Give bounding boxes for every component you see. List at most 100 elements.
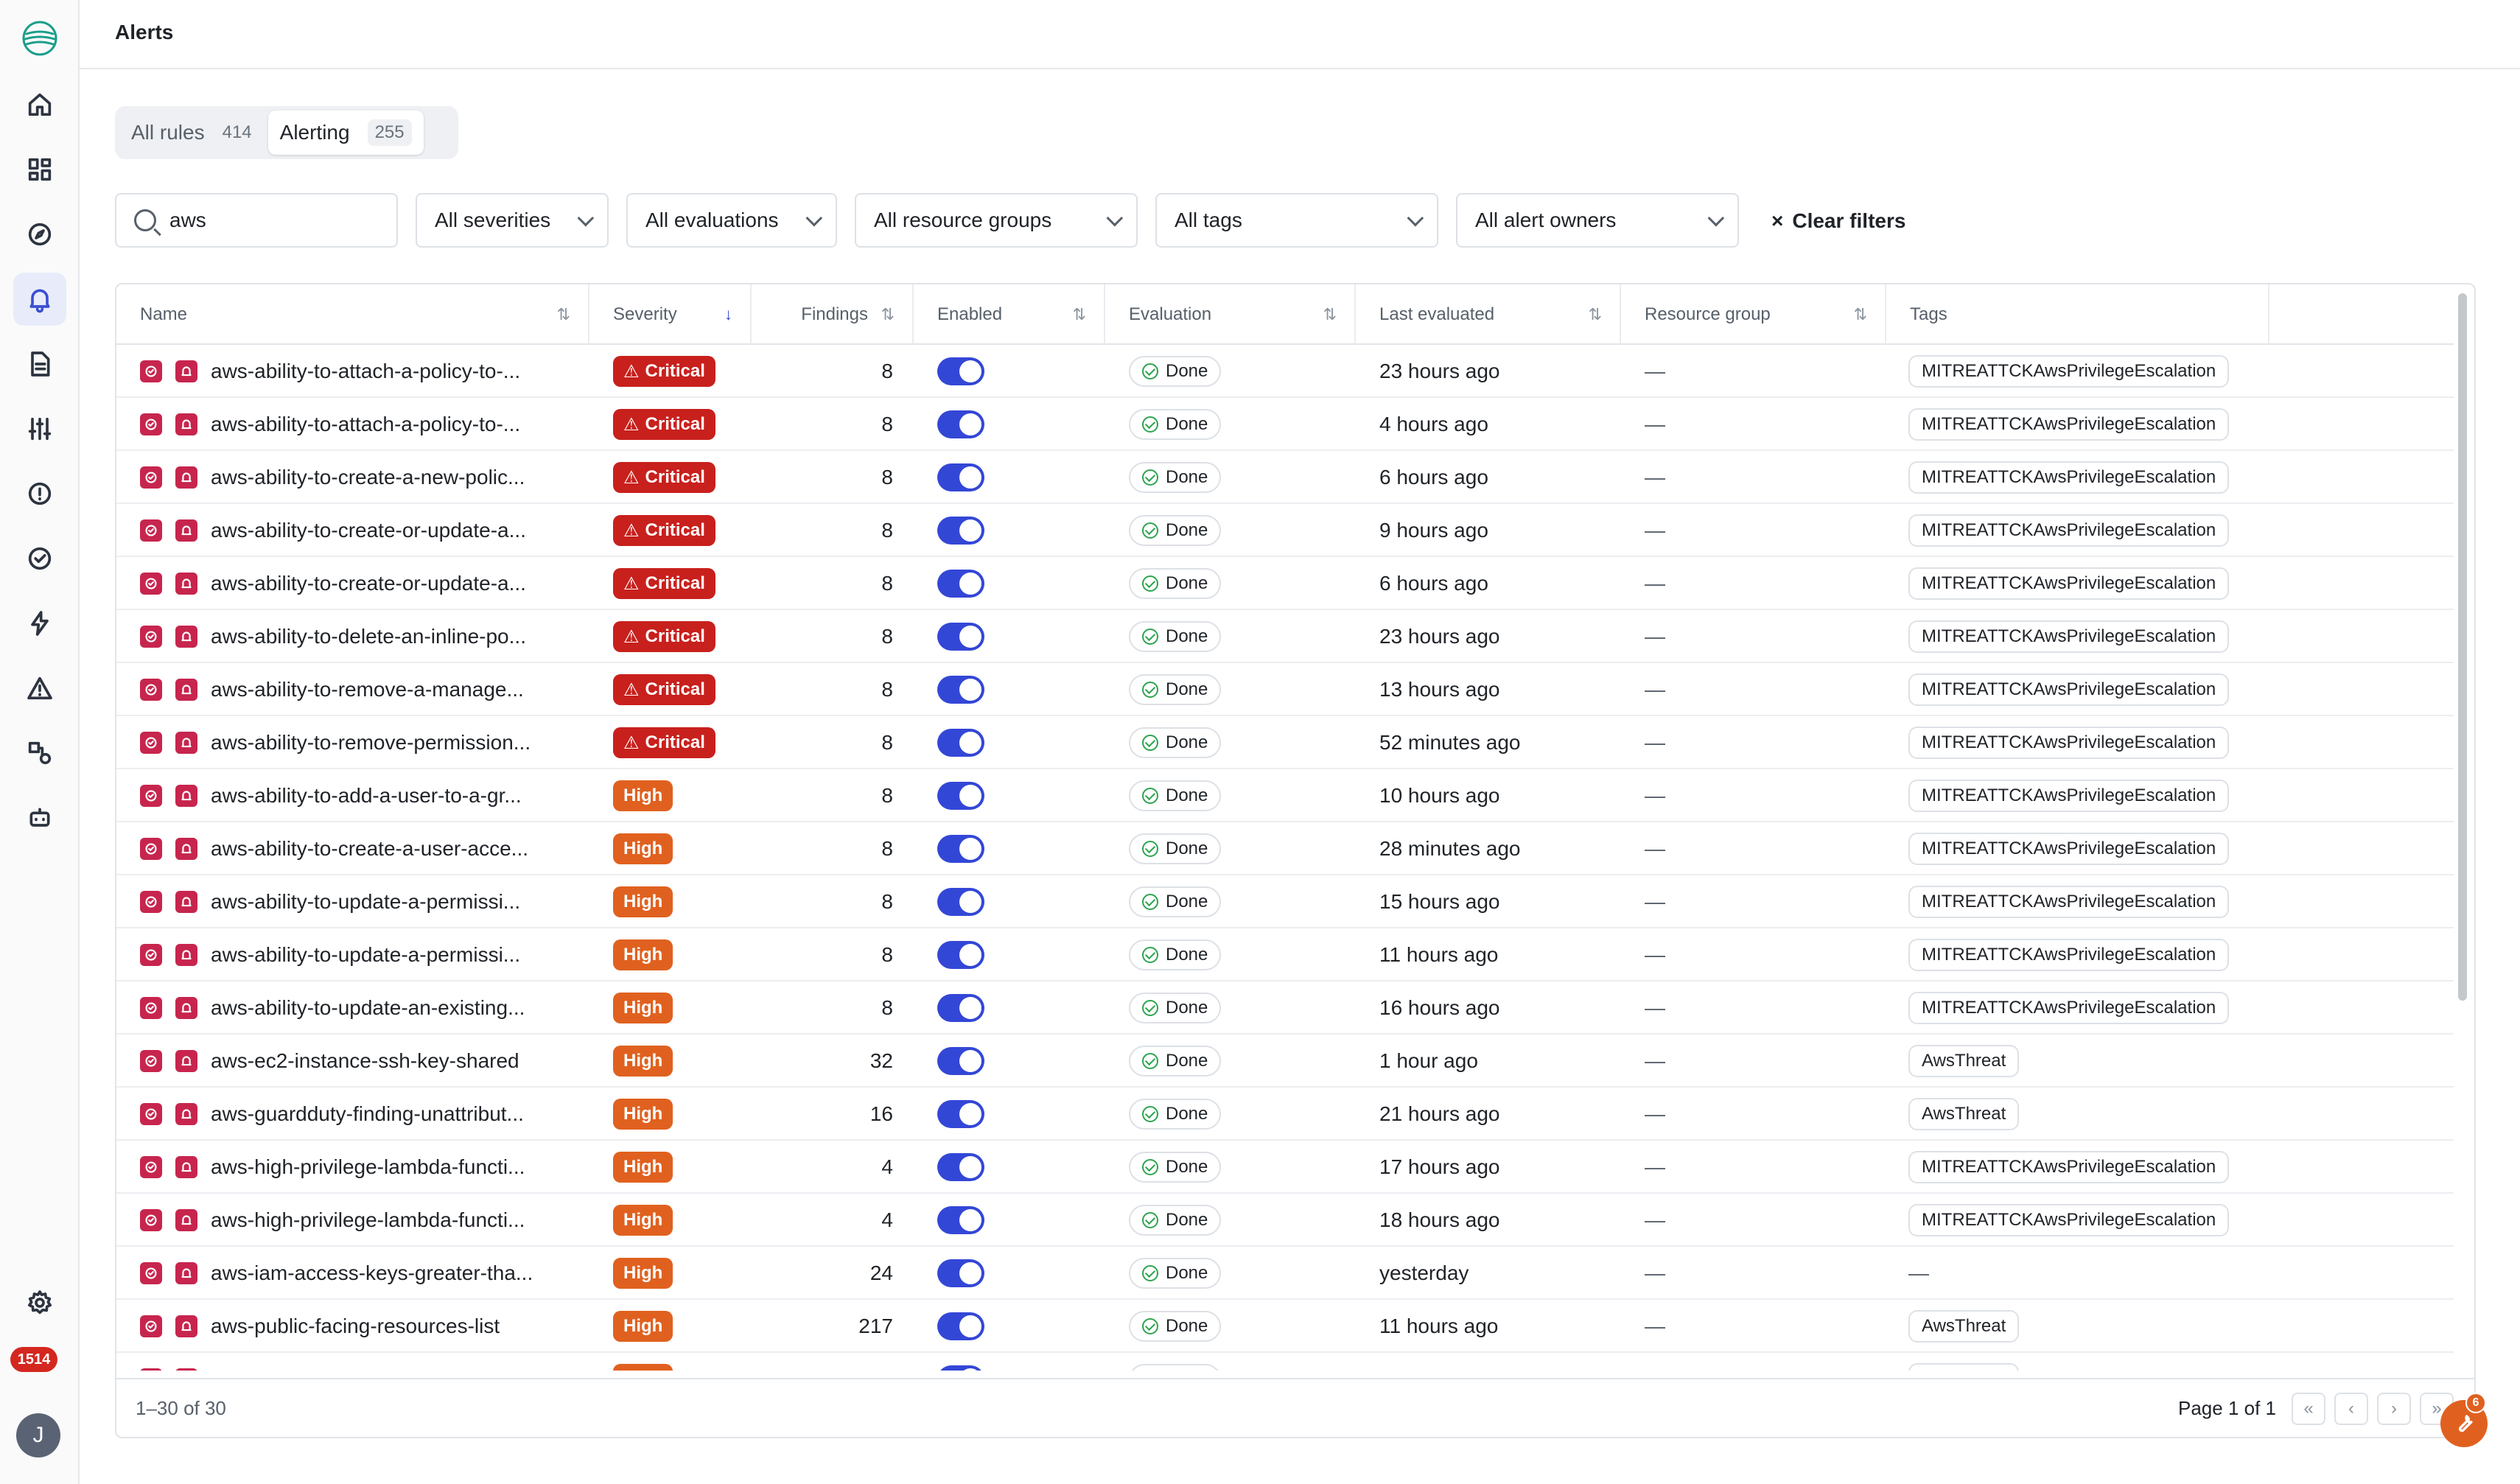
enabled-toggle[interactable] xyxy=(937,1206,984,1234)
enabled-toggle[interactable] xyxy=(937,676,984,704)
enabled-toggle[interactable] xyxy=(937,888,984,916)
enabled-toggle[interactable] xyxy=(937,1047,984,1075)
first-page-button[interactable]: « xyxy=(2292,1393,2325,1425)
tag-chip[interactable]: MITREATTCKAwsPrivilegeEscalation xyxy=(1908,673,2230,706)
table-row[interactable]: aws-ability-to-create-a-user-acce... High… xyxy=(116,822,2454,875)
tags-filter[interactable]: All tags xyxy=(1155,193,1438,248)
tag-chip[interactable]: MITREATTCKAwsPrivilegeEscalation xyxy=(1908,408,2230,441)
table-row[interactable]: aws-ability-to-attach-a-policy-to-... ⚠ Cr… xyxy=(116,345,2454,398)
tag-chip[interactable]: MITREATTCKAwsPrivilegeEscalation xyxy=(1908,567,2230,600)
enabled-toggle[interactable] xyxy=(937,463,984,491)
avatar[interactable]: J xyxy=(16,1413,60,1457)
tag-chip[interactable]: MITREATTCKAwsPrivilegeEscalation xyxy=(1908,992,2230,1024)
nav-integrations[interactable] xyxy=(13,727,66,780)
column-header-severity[interactable]: Severity ↓ xyxy=(589,284,752,345)
resource-group-filter[interactable]: All resource groups xyxy=(855,193,1138,248)
rule-name-link[interactable]: aws-ability-to-delete-an-inline-po... xyxy=(211,625,526,648)
table-row[interactable]: aws-public-facing-resources-list High 217 D… xyxy=(116,1300,2454,1353)
enabled-toggle[interactable] xyxy=(937,1365,984,1371)
nav-actions[interactable] xyxy=(13,597,66,650)
scrollbar-thumb[interactable] xyxy=(2458,293,2467,1001)
nav-settings-sliders[interactable] xyxy=(13,402,66,455)
tag-chip[interactable]: MITREATTCKAwsPrivilegeEscalation xyxy=(1908,1204,2230,1236)
tag-chip[interactable]: AwsThreat xyxy=(1908,1363,2020,1371)
nav-dashboards[interactable] xyxy=(13,143,66,196)
nav-warnings[interactable] xyxy=(13,662,66,715)
tag-chip[interactable]: MITREATTCKAwsPrivilegeEscalation xyxy=(1908,727,2230,759)
nav-explore[interactable] xyxy=(13,208,66,261)
enabled-toggle[interactable] xyxy=(937,1312,984,1340)
rule-name-link[interactable]: aws-ability-to-remove-permission... xyxy=(211,731,531,754)
tag-chip[interactable]: MITREATTCKAwsPrivilegeEscalation xyxy=(1908,620,2230,653)
table-row[interactable]: aws-ability-to-create-or-update-a... ⚠ Cri… xyxy=(116,504,2454,557)
nav-settings[interactable] xyxy=(13,1276,66,1329)
rule-name-link[interactable]: aws-iam-access-keys-greater-tha... xyxy=(211,1261,533,1284)
rule-name-link[interactable]: aws-ability-to-create-a-new-polic... xyxy=(211,466,525,489)
enabled-toggle[interactable] xyxy=(937,1100,984,1128)
clear-filters-button[interactable]: × Clear filters xyxy=(1771,205,1905,237)
table-row[interactable]: aws-ec2-instance-ssh-key-shared High 32 Don… xyxy=(116,1035,2454,1088)
rule-name-link[interactable]: aws-s3-public-access-via-cloudfr... xyxy=(211,1368,526,1371)
tag-chip[interactable]: MITREATTCKAwsPrivilegeEscalation xyxy=(1908,514,2230,547)
column-header-name[interactable]: Name ⇅ xyxy=(116,284,589,345)
tag-chip[interactable]: MITREATTCKAwsPrivilegeEscalation xyxy=(1908,833,2230,865)
nav-checks[interactable] xyxy=(13,532,66,585)
table-row[interactable]: aws-ability-to-create-or-update-a... ⚠ Cri… xyxy=(116,557,2454,610)
next-page-button[interactable]: › xyxy=(2377,1393,2411,1425)
table-row[interactable]: aws-s3-public-access-via-cloudfr... High 3… xyxy=(116,1353,2454,1371)
column-header-enabled[interactable]: Enabled ⇅ xyxy=(914,284,1105,345)
table-scrollbar[interactable] xyxy=(2458,289,2471,1437)
table-row[interactable]: aws-ability-to-remove-a-manage... ⚠ Critic… xyxy=(116,663,2454,716)
rule-name-link[interactable]: aws-public-facing-resources-list xyxy=(211,1315,500,1337)
nav-assistant[interactable] xyxy=(13,791,66,844)
enabled-toggle[interactable] xyxy=(937,994,984,1022)
table-row[interactable]: aws-iam-access-keys-greater-tha... High 24… xyxy=(116,1247,2454,1300)
table-row[interactable]: aws-ability-to-update-an-existing... High… xyxy=(116,981,2454,1035)
owners-filter[interactable]: All alert owners xyxy=(1456,193,1739,248)
table-row[interactable]: aws-guardduty-finding-unattribut... High 1… xyxy=(116,1088,2454,1141)
rule-name-link[interactable]: aws-ability-to-add-a-user-to-a-gr... xyxy=(211,784,522,807)
rule-name-link[interactable]: aws-ability-to-create-or-update-a... xyxy=(211,572,526,595)
rule-name-link[interactable]: aws-ec2-instance-ssh-key-shared xyxy=(211,1049,519,1072)
tag-chip[interactable]: MITREATTCKAwsPrivilegeEscalation xyxy=(1908,1151,2230,1183)
enabled-toggle[interactable] xyxy=(937,1259,984,1287)
tag-chip[interactable]: MITREATTCKAwsPrivilegeEscalation xyxy=(1908,355,2230,388)
rule-name-link[interactable]: aws-ability-to-create-a-user-acce... xyxy=(211,837,529,860)
enabled-toggle[interactable] xyxy=(937,1153,984,1181)
column-header-last-evaluated[interactable]: Last evaluated ⇅ xyxy=(1356,284,1621,345)
tag-chip[interactable]: MITREATTCKAwsPrivilegeEscalation xyxy=(1908,461,2230,494)
rule-name-link[interactable]: aws-ability-to-update-a-permissi... xyxy=(211,890,521,913)
enabled-toggle[interactable] xyxy=(937,782,984,810)
tag-chip[interactable]: AwsThreat xyxy=(1908,1098,2020,1130)
rule-name-link[interactable]: aws-ability-to-attach-a-policy-to-... xyxy=(211,413,521,435)
search-input[interactable]: aws xyxy=(115,193,398,248)
severity-filter[interactable]: All severities xyxy=(416,193,609,248)
notification-count-badge[interactable]: 1514 xyxy=(10,1347,57,1372)
table-row[interactable]: aws-ability-to-attach-a-policy-to-... ⚠ Cr… xyxy=(116,398,2454,451)
rule-name-link[interactable]: aws-guardduty-finding-unattribut... xyxy=(211,1102,524,1125)
nav-alerts[interactable] xyxy=(13,273,66,326)
enabled-toggle[interactable] xyxy=(937,570,984,598)
tag-chip[interactable]: MITREATTCKAwsPrivilegeEscalation xyxy=(1908,780,2230,812)
nav-reports[interactable] xyxy=(13,337,66,391)
column-header-resource-group[interactable]: Resource group ⇅ xyxy=(1621,284,1886,345)
tag-chip[interactable]: MITREATTCKAwsPrivilegeEscalation xyxy=(1908,939,2230,971)
enabled-toggle[interactable] xyxy=(937,941,984,969)
enabled-toggle[interactable] xyxy=(937,729,984,757)
table-row[interactable]: aws-ability-to-create-a-new-polic... ⚠ Cri… xyxy=(116,451,2454,504)
tab-alerting[interactable]: Alerting 255 xyxy=(267,111,424,155)
rule-name-link[interactable]: aws-ability-to-attach-a-policy-to-... xyxy=(211,360,521,382)
evaluation-filter[interactable]: All evaluations xyxy=(626,193,837,248)
rule-name-link[interactable]: aws-ability-to-update-an-existing... xyxy=(211,996,525,1019)
table-row[interactable]: aws-ability-to-update-a-permissi... High 8… xyxy=(116,928,2454,981)
column-header-tags[interactable]: Tags xyxy=(1886,284,2269,345)
enabled-toggle[interactable] xyxy=(937,410,984,438)
nav-issues[interactable] xyxy=(13,467,66,520)
enabled-toggle[interactable] xyxy=(937,835,984,863)
enabled-toggle[interactable] xyxy=(937,517,984,545)
app-logo-icon[interactable] xyxy=(18,16,62,60)
table-row[interactable]: aws-high-privilege-lambda-functi... High 4… xyxy=(116,1194,2454,1247)
tag-chip[interactable]: AwsThreat xyxy=(1908,1310,2020,1343)
column-header-findings[interactable]: Findings ⇅ xyxy=(752,284,914,345)
enabled-toggle[interactable] xyxy=(937,623,984,651)
